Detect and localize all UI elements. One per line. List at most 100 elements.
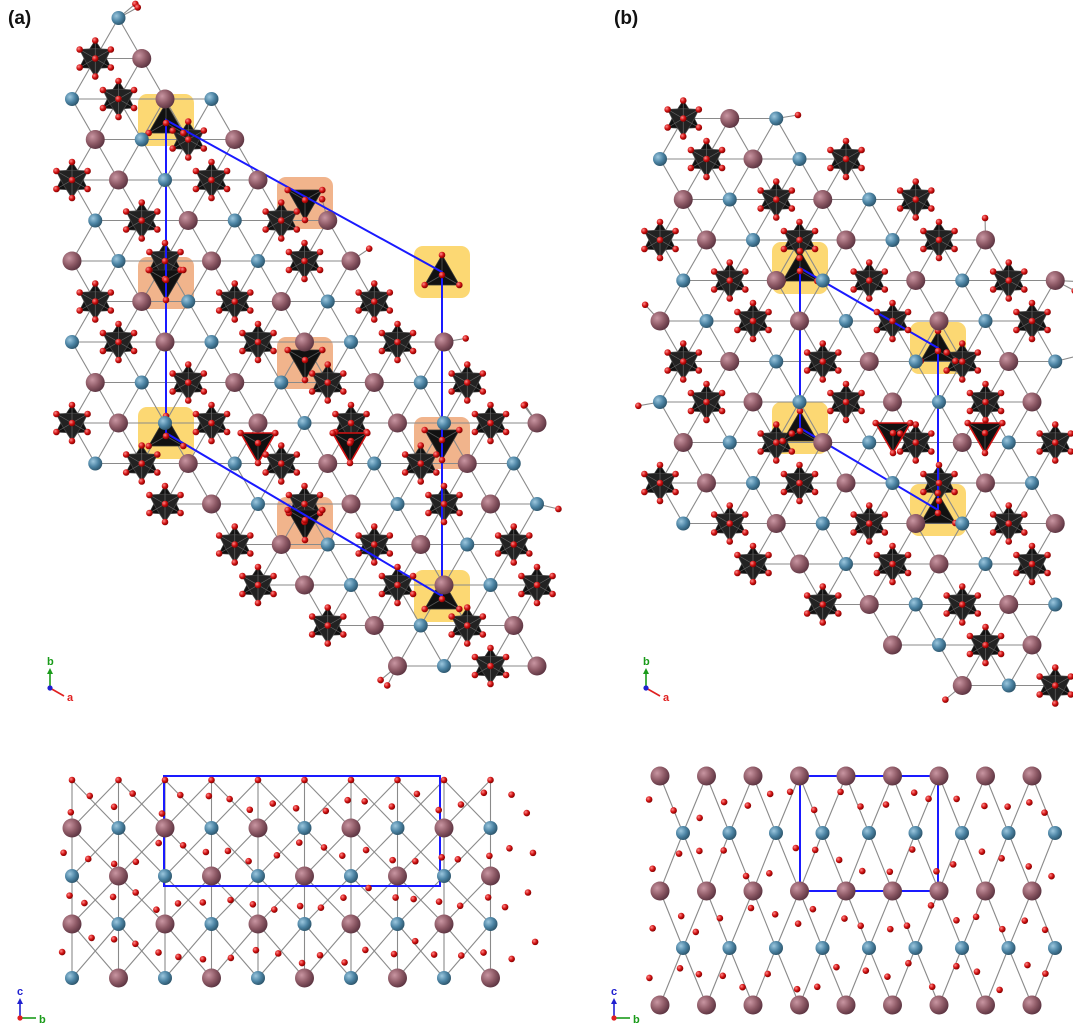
oxygen-atom (908, 846, 916, 853)
small-atom (158, 416, 172, 430)
large-atom (341, 251, 361, 271)
tetrahedron-edge (148, 435, 167, 447)
oxygen-atom (641, 488, 648, 496)
large-atom (109, 413, 128, 433)
oxygen-atom (99, 329, 107, 337)
oxygen-atom (925, 795, 932, 803)
oxygen-atom (245, 857, 252, 865)
bond (705, 947, 731, 1006)
oxygen-atom (401, 469, 409, 476)
oxygen-atom (771, 910, 779, 918)
oxygen-atom (390, 950, 398, 958)
oxygen-atom (177, 248, 184, 256)
small-atom (204, 92, 219, 106)
tetrahedron-edge (441, 598, 460, 610)
oxygen-atom (1028, 560, 1036, 568)
oxygen-atom (355, 532, 362, 539)
oxygen-atom (679, 97, 687, 104)
large-atom (341, 494, 361, 514)
oxygen-atom (757, 448, 764, 455)
oxygen-atom (670, 807, 677, 814)
oxygen-atom (155, 949, 162, 956)
oxygen-atom (951, 488, 958, 496)
oxygen-atom (67, 809, 75, 816)
star-polyhedron (265, 444, 298, 483)
oxygen-atom (928, 205, 935, 212)
oxygen-atom (433, 451, 440, 458)
oxygen-atom (273, 852, 281, 859)
large-atom (155, 332, 175, 352)
small-atom (815, 826, 830, 840)
oxygen-atom (794, 111, 802, 119)
axis-up-label: b (643, 656, 650, 668)
small-atom (367, 456, 382, 471)
oxygen-atom (471, 410, 479, 418)
oxygen-atom (409, 572, 417, 580)
axis-up-label: c (17, 986, 23, 998)
oxygen-atom (952, 357, 959, 365)
oxygen-atom (223, 410, 231, 418)
oxygen-atom (896, 187, 904, 194)
oxygen-atom (982, 398, 989, 406)
oxygen-atom (718, 164, 726, 172)
oxygen-atom (308, 613, 316, 620)
large-atom (999, 595, 1019, 614)
oxygen-atom (386, 307, 394, 314)
small-atom (722, 941, 737, 955)
oxygen-atom (107, 289, 115, 296)
oxygen-atom (463, 361, 471, 368)
bond (775, 947, 801, 1006)
oxygen-atom (362, 846, 370, 854)
tetrahedron-edge (165, 435, 184, 447)
oxygen-atom (703, 416, 710, 424)
bond (682, 890, 708, 949)
small-atom (111, 821, 126, 835)
oxygen-atom (340, 370, 347, 377)
large-atom (836, 881, 856, 901)
oxygen-atom (68, 194, 76, 202)
large-atom (225, 373, 245, 392)
oxygen-atom (1005, 502, 1013, 509)
oxygen-atom (734, 569, 741, 577)
large-atom (883, 995, 902, 1015)
oxygen-atom (107, 307, 115, 314)
oxygen-atom (531, 938, 539, 946)
large-atom (225, 130, 245, 149)
bond (938, 775, 963, 834)
oxygen-atom (958, 358, 966, 365)
tetrahedron-edge (984, 422, 1003, 434)
oxygen-atom (811, 470, 819, 478)
oxygen-atom (378, 347, 386, 355)
tetrahedron-edge (257, 432, 276, 444)
bond (682, 832, 708, 892)
oxygen-atom (270, 590, 277, 598)
bond (211, 923, 259, 979)
large-atom (929, 766, 949, 786)
oxygen-atom (549, 590, 556, 598)
oxygen-atom (827, 389, 834, 397)
oxygen-atom (301, 275, 308, 283)
oxygen-atom (247, 307, 254, 314)
oxygen-atom (138, 217, 146, 224)
oxygen-atom (1044, 569, 1051, 577)
small-atom (297, 821, 312, 835)
oxygen-atom (223, 185, 231, 193)
small-atom (1001, 678, 1016, 693)
oxygen-atom (394, 338, 401, 346)
oxygen-atom (1044, 326, 1051, 334)
oxygen-atom (811, 488, 819, 496)
oxygen-atom (68, 419, 76, 427)
oxygen-atom (231, 541, 239, 548)
oxygen-atom (935, 461, 943, 469)
oxygen-atom (370, 541, 378, 548)
oxygen-atom (966, 407, 974, 415)
bond (164, 779, 212, 829)
oxygen-atom (865, 538, 873, 545)
oxygen-atom (811, 245, 819, 253)
bond (1007, 832, 1033, 892)
axis-up-head (17, 998, 23, 1004)
oxygen-atom (161, 500, 169, 508)
small-atom (390, 497, 405, 511)
oxygen-atom (518, 590, 525, 598)
oxygen-atom (524, 889, 532, 896)
